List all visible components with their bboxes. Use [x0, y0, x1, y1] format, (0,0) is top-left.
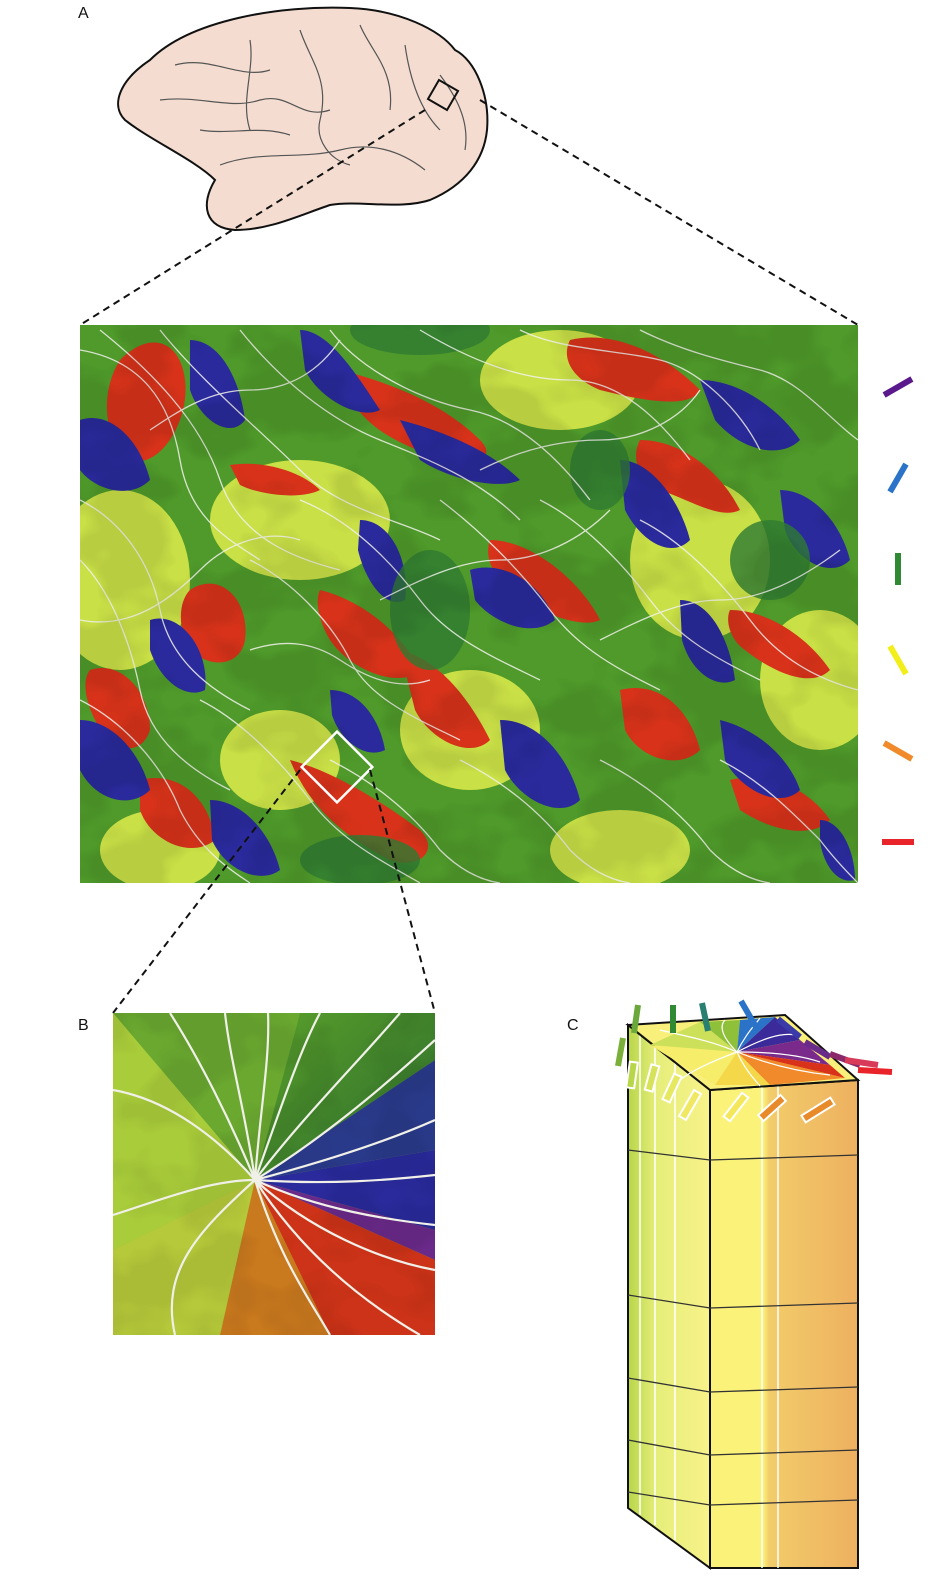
orientation-legend — [882, 376, 914, 845]
orientation-map — [80, 325, 858, 883]
brain-outline-icon — [117, 6, 489, 232]
zoom-lines-b — [112, 769, 436, 1014]
legend-bar-purple — [882, 376, 914, 398]
legend-bar-yellow — [887, 644, 909, 676]
panel-a-label: A — [78, 5, 89, 22]
zoom-square-icon-map — [299, 729, 375, 805]
cortical-column-icon — [615, 999, 893, 1570]
zoom-square-icon — [426, 78, 460, 112]
panel-b-label: B — [78, 1017, 89, 1034]
pinwheel-icon — [113, 1013, 435, 1335]
legend-bar-orange — [882, 740, 914, 762]
legend-bar-blue — [887, 462, 909, 494]
panel-c-label: C — [567, 1017, 579, 1034]
zoom-lines-a — [79, 99, 859, 326]
